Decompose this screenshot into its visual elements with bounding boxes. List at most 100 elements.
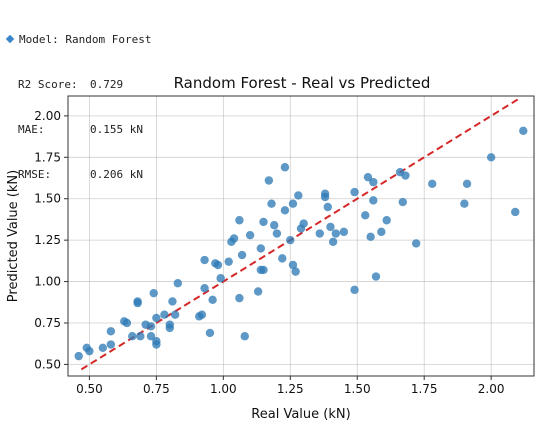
data-point	[286, 235, 295, 245]
data-point	[270, 221, 279, 230]
data-point	[170, 310, 180, 319]
data-point	[168, 297, 177, 306]
data-point	[106, 340, 116, 349]
data-point	[398, 197, 407, 207]
y-tick-label: 0.50	[34, 357, 61, 371]
data-point	[366, 232, 375, 242]
x-tick-label: 2.00	[478, 382, 505, 396]
data-point	[197, 310, 207, 319]
data-point	[245, 230, 255, 240]
data-point	[272, 229, 282, 238]
data-point	[280, 163, 290, 172]
data-point	[98, 343, 108, 353]
data-point	[133, 298, 142, 308]
data-point	[382, 216, 391, 225]
metric-r2: R2 Score: 0.729	[4, 77, 151, 92]
data-point	[519, 126, 528, 135]
data-point	[74, 351, 83, 361]
y-tick-label: 1.75	[34, 150, 61, 164]
data-point	[213, 260, 223, 270]
data-point	[122, 318, 132, 328]
data-point	[146, 332, 156, 341]
y-tick-label: 0.75	[34, 316, 61, 330]
data-point	[235, 293, 244, 303]
data-point	[369, 196, 378, 205]
data-point	[160, 310, 169, 319]
x-tick-label: 0.75	[143, 382, 170, 396]
data-point	[229, 234, 239, 243]
data-point	[294, 191, 303, 200]
data-point	[267, 199, 276, 208]
x-tick-label: 1.50	[344, 382, 371, 396]
data-point	[350, 187, 359, 197]
data-point	[361, 211, 370, 220]
data-point	[200, 255, 209, 265]
data-point	[428, 179, 437, 189]
data-point	[152, 313, 161, 323]
data-point	[369, 177, 378, 187]
data-point	[278, 254, 287, 263]
data-point	[339, 227, 349, 237]
metric-rmse-value: 0.206 kN	[90, 168, 143, 181]
data-point	[320, 192, 330, 202]
y-tick-label: 1.50	[34, 192, 61, 206]
data-point	[205, 328, 215, 338]
data-point	[173, 279, 183, 288]
data-point	[315, 229, 324, 238]
data-point	[224, 257, 233, 266]
data-point	[235, 216, 244, 225]
data-point	[363, 172, 373, 182]
reference-line	[80, 96, 522, 371]
y-axis-label: Predicted Value (kN)	[6, 170, 21, 302]
metric-model-label: Model:	[19, 33, 59, 46]
data-point	[259, 265, 268, 275]
data-point	[401, 171, 410, 180]
data-point	[200, 283, 209, 293]
data-point	[146, 322, 156, 331]
grid-layer	[68, 96, 534, 376]
metric-mae-value: 0.155 kN	[90, 123, 143, 136]
data-point	[165, 323, 174, 333]
data-point	[256, 244, 266, 253]
data-point	[371, 272, 381, 281]
data-point	[128, 332, 137, 341]
data-point	[152, 340, 161, 349]
data-point	[288, 260, 298, 270]
data-point	[328, 237, 338, 246]
data-point	[216, 274, 225, 283]
data-point	[377, 227, 386, 237]
metric-model-value: Random Forest	[65, 33, 152, 46]
x-tick-label: 0.50	[76, 382, 103, 396]
y-tick-label: 1.25	[34, 233, 61, 247]
data-point	[331, 229, 341, 238]
data-point	[350, 285, 359, 295]
metric-rmse: RMSE: 0.206 kN	[4, 167, 151, 182]
data-point	[411, 239, 421, 248]
data-point	[149, 288, 158, 298]
data-point	[462, 179, 472, 189]
data-point	[288, 199, 298, 208]
y-tick-label: 2.00	[34, 109, 61, 123]
data-point	[136, 332, 145, 341]
data-point	[291, 267, 300, 276]
data-point	[486, 153, 496, 162]
data-point	[106, 327, 116, 336]
data-point	[280, 206, 290, 215]
data-point	[460, 199, 469, 208]
data-point	[253, 287, 263, 296]
metric-r2-label: R2 Score:	[18, 78, 78, 91]
axis-layer: 0.50 0.75 1.00 1.25 1.50 1.75 2.00 0.50 0.75 1.00…	[34, 109, 504, 396]
data-point	[237, 250, 247, 260]
data-point	[511, 207, 520, 217]
data-point	[323, 202, 332, 212]
data-point	[259, 217, 268, 227]
data-point	[208, 295, 217, 304]
chart-title: Random Forest - Real vs Predicted	[174, 74, 431, 92]
metrics-panel: Model: Random Forest R2 Score: 0.729 MAE:…	[4, 2, 151, 197]
reference-line-layer	[80, 96, 522, 371]
y-tick-label: 1.00	[34, 275, 61, 289]
data-point	[264, 176, 274, 185]
metric-mae-label: MAE:	[18, 123, 45, 136]
metric-model: Model: Random Forest	[4, 32, 151, 47]
